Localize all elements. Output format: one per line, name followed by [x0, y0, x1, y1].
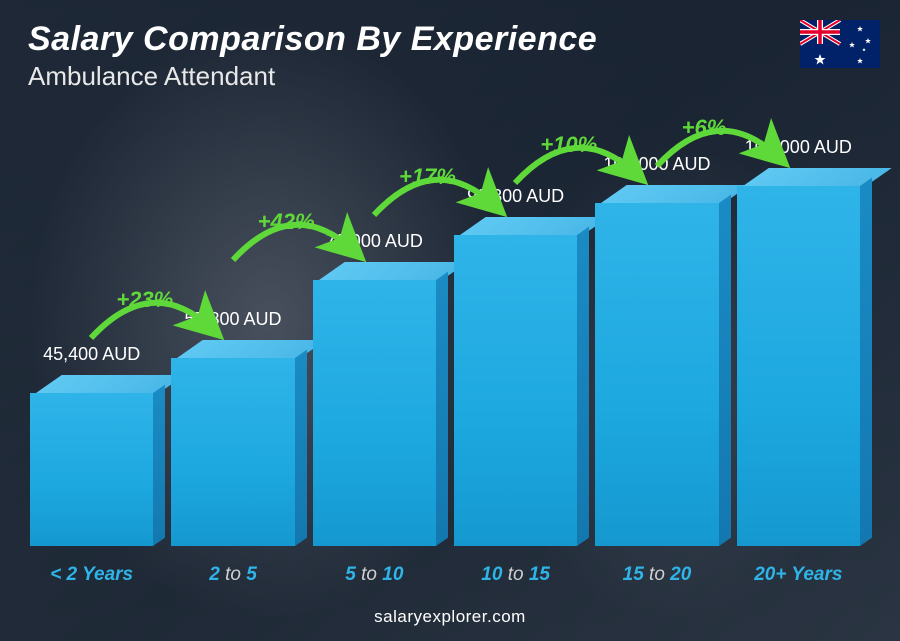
bar	[454, 217, 577, 546]
header: Salary Comparison By Experience Ambulanc…	[28, 20, 597, 92]
bar-group: +6%107,000 AUD 20+ Years	[737, 137, 860, 586]
increase-label: +42%	[258, 209, 315, 235]
increase-label: +10%	[540, 132, 597, 158]
x-axis-label: 20+ Years	[754, 564, 842, 586]
bar-group: +42%79,000 AUD 5 to 10	[313, 231, 436, 586]
bar	[595, 185, 718, 546]
chart-subtitle: Ambulance Attendant	[28, 61, 597, 92]
chart-title: Salary Comparison By Experience	[28, 20, 597, 59]
bar-group: +10%102,000 AUD 15 to 20	[595, 154, 718, 586]
bar-group: 45,400 AUD < 2 Years	[30, 344, 153, 586]
increase-label: +17%	[399, 164, 456, 190]
bar	[171, 340, 294, 546]
increase-label: +6%	[682, 115, 727, 141]
x-axis-label: 5 to 10	[345, 564, 403, 586]
bar	[30, 375, 153, 546]
x-axis-label: 15 to 20	[623, 564, 692, 586]
bar	[737, 168, 860, 546]
bar-chart: 45,400 AUD < 2 Years +23%55,800 AUD 2 to…	[30, 116, 860, 586]
bar-group: +17%92,300 AUD 10 to 15	[454, 186, 577, 586]
footer-credit: salaryexplorer.com	[0, 607, 900, 627]
x-axis-label: 2 to 5	[209, 564, 257, 586]
flag-icon	[800, 20, 880, 68]
x-axis-label: < 2 Years	[50, 564, 133, 586]
chart-container: Salary Comparison By Experience Ambulanc…	[0, 0, 900, 641]
bar	[313, 262, 436, 546]
increase-label: +23%	[116, 287, 173, 313]
x-axis-label: 10 to 15	[481, 564, 550, 586]
bar-group: +23%55,800 AUD 2 to 5	[171, 309, 294, 586]
